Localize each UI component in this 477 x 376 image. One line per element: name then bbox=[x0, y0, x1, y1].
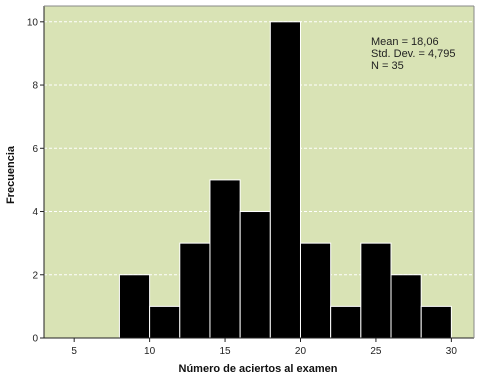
y-tick-label: 2 bbox=[32, 270, 38, 281]
histogram-bar bbox=[118, 274, 151, 339]
histogram-bar bbox=[299, 242, 332, 339]
y-axis-label: Frecuencia bbox=[5, 145, 17, 204]
y-tick-label: 8 bbox=[32, 81, 38, 92]
x-tick-label: 15 bbox=[219, 346, 231, 357]
x-axis-ticks: 5 10 15 20 25 30 bbox=[71, 338, 457, 357]
y-tick-label: 10 bbox=[27, 17, 39, 28]
x-tick-label: 10 bbox=[144, 346, 156, 357]
histogram-bar bbox=[360, 242, 392, 339]
x-tick-label: 25 bbox=[370, 346, 382, 357]
y-tick-label: 0 bbox=[32, 334, 38, 345]
histogram-bar bbox=[149, 305, 181, 339]
histogram-bar bbox=[330, 305, 362, 339]
stat-std-dev: Std. Dev. = 4,795 bbox=[371, 48, 456, 60]
histogram-bar bbox=[420, 305, 452, 339]
x-tick-label: 30 bbox=[446, 346, 458, 357]
axes bbox=[43, 5, 475, 339]
histogram-bars bbox=[118, 21, 452, 339]
histogram-bar bbox=[239, 211, 271, 339]
y-tick-label: 4 bbox=[32, 207, 38, 218]
histogram-bar bbox=[390, 274, 422, 339]
stat-n: N = 35 bbox=[371, 60, 404, 72]
x-axis-label: Número de aciertos al examen bbox=[179, 363, 338, 375]
x-tick-label: 5 bbox=[71, 346, 77, 357]
histogram-bar bbox=[179, 242, 211, 339]
y-tick-label: 6 bbox=[32, 144, 38, 155]
y-axis-ticks: 0 2 4 6 8 10 bbox=[27, 17, 44, 345]
histogram-bar bbox=[209, 179, 241, 339]
stat-mean: Mean = 18,06 bbox=[371, 36, 439, 48]
histogram-bar bbox=[269, 21, 301, 339]
x-tick-label: 20 bbox=[295, 346, 307, 357]
